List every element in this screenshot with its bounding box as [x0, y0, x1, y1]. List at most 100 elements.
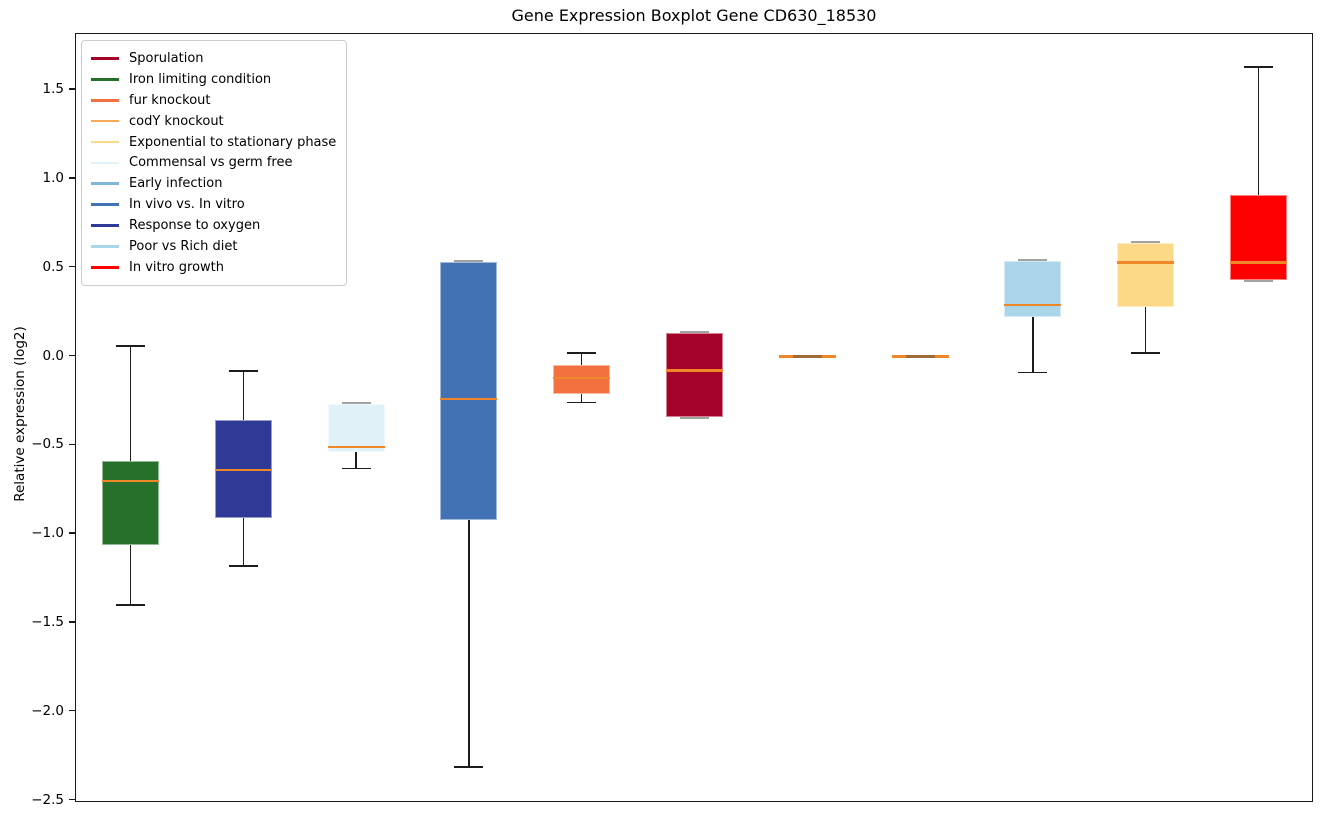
lower-cap [1018, 371, 1048, 374]
y-tick-label: −1.5 [31, 613, 64, 630]
legend-swatch [91, 182, 119, 186]
legend-item-label: Iron limiting condition [129, 71, 272, 87]
lower-cap [1131, 352, 1161, 354]
upper-whisker [1257, 67, 1260, 195]
upper-cap [228, 369, 258, 372]
y-tick-mark [69, 532, 75, 534]
legend-item-label: Exponential to stationary phase [129, 134, 337, 150]
y-tick-mark [69, 621, 75, 623]
legend-swatch [91, 98, 119, 102]
lower-whisker [1032, 317, 1034, 373]
lower-whisker [1144, 306, 1147, 353]
legend: Sporulation Iron limiting condition fur kn… [81, 40, 348, 286]
legend-item: Sporulation [91, 48, 336, 69]
y-tick-label: 0.0 [42, 347, 64, 364]
median-line [102, 479, 159, 483]
legend-item-label: Early infection [129, 176, 223, 192]
legend-item-label: In vivo vs. In vitro [129, 197, 245, 213]
median-line [440, 397, 498, 401]
upper-cap-flush [680, 331, 709, 334]
legend-item: codY knockout [91, 111, 336, 132]
upper-cap [116, 345, 145, 347]
upper-whisker [242, 370, 245, 421]
lower-cap-flush [1244, 280, 1273, 283]
y-tick-label: 1.0 [42, 169, 64, 186]
legend-swatch [91, 119, 119, 123]
box [440, 262, 498, 520]
legend-swatch [91, 245, 119, 248]
box [553, 365, 611, 394]
y-tick-mark [69, 798, 75, 801]
y-tick-label: 1.5 [42, 81, 64, 98]
y-tick-mark [69, 354, 75, 357]
legend-swatch [91, 140, 119, 144]
lower-whisker [580, 393, 583, 403]
lower-cap [116, 604, 145, 606]
upper-cap-flush [341, 402, 371, 405]
upper-whisker [129, 345, 132, 462]
y-tick-mark [69, 266, 75, 268]
box [1004, 260, 1062, 318]
lower-whisker [129, 544, 132, 606]
box [666, 333, 723, 417]
median-line [666, 369, 723, 372]
legend-item-label: In vitro growth [129, 259, 224, 275]
legend-item-label: Sporulation [129, 50, 204, 66]
y-tick-mark [69, 177, 75, 179]
upper-cap [567, 352, 597, 354]
legend-item: Commensal vs germ free [91, 152, 336, 173]
median-line [1004, 303, 1062, 307]
y-tick-label: −2.0 [31, 702, 64, 719]
legend-swatch [91, 78, 119, 81]
lower-whisker [242, 518, 245, 567]
chart-title: Gene Expression Boxplot Gene CD630_18530 [511, 6, 877, 25]
y-tick-label: −1.0 [31, 525, 64, 542]
legend-item: fur knockout [91, 90, 336, 111]
median-line [1117, 261, 1175, 264]
lower-whisker [355, 452, 357, 469]
y-tick-mark [69, 710, 75, 712]
lower-cap [567, 401, 597, 404]
box [102, 461, 159, 545]
upper-whisker [580, 352, 583, 366]
y-tick-label: −2.5 [31, 791, 64, 808]
y-tick-mark [69, 443, 75, 445]
upper-cap-flush [1131, 240, 1161, 243]
upper-cap-flush [454, 260, 484, 263]
lower-cap-flush [680, 416, 709, 419]
median-line [327, 445, 385, 449]
legend-item-label: fur knockout [129, 92, 211, 108]
legend-swatch [91, 161, 119, 165]
box [327, 404, 385, 453]
y-tick-label: −0.5 [31, 436, 64, 453]
legend-swatch [91, 266, 119, 269]
legend-item: In vitro growth [91, 257, 336, 278]
flush-cap [792, 355, 822, 358]
legend-swatch [91, 57, 119, 60]
legend-item-label: Poor vs Rich diet [129, 238, 238, 254]
upper-cap [1244, 66, 1273, 68]
median-line [214, 468, 272, 472]
legend-item: Iron limiting condition [91, 69, 336, 90]
legend-swatch [91, 224, 119, 227]
legend-item: Poor vs Rich diet [91, 236, 336, 257]
median-line [1230, 261, 1287, 264]
legend-item-label: Commensal vs germ free [129, 155, 293, 171]
lower-whisker [468, 519, 470, 767]
legend-swatch [91, 203, 119, 206]
legend-item: Exponential to stationary phase [91, 132, 336, 153]
plot-area: Sporulation Iron limiting condition fur kn… [75, 33, 1313, 802]
legend-item: Response to oxygen [91, 215, 336, 236]
lower-cap [341, 467, 371, 470]
box [1230, 194, 1287, 281]
legend-item: Early infection [91, 173, 336, 194]
lower-cap [454, 765, 484, 768]
y-tick-mark [69, 88, 75, 90]
lower-cap [228, 565, 258, 567]
median-line [553, 376, 611, 380]
legend-item-label: Response to oxygen [129, 218, 261, 234]
y-tick-label: 0.5 [42, 258, 64, 275]
legend-item-label: codY knockout [129, 113, 224, 129]
box [1117, 242, 1175, 307]
